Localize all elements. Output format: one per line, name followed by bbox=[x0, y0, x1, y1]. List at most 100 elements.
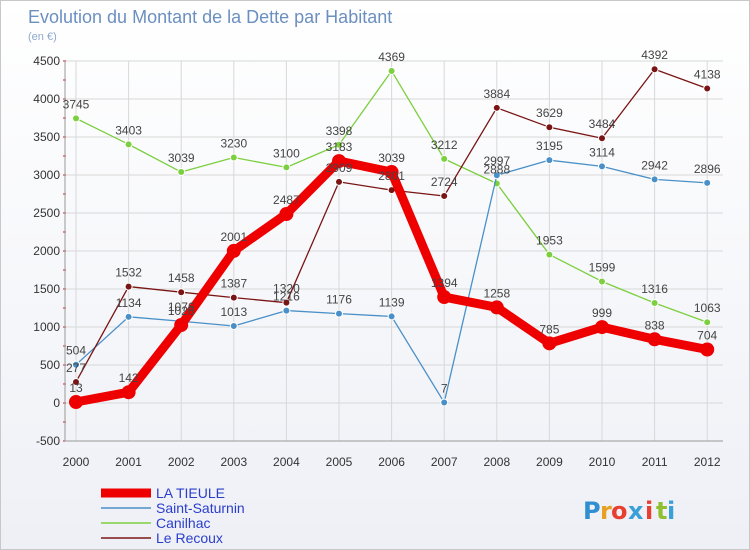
data-label: 1258 bbox=[483, 286, 510, 300]
data-label: 3398 bbox=[326, 124, 353, 138]
data-point bbox=[72, 360, 80, 369]
data-point bbox=[279, 206, 294, 221]
data-point bbox=[595, 320, 609, 335]
data-label: 1063 bbox=[694, 301, 721, 315]
data-label: 4138 bbox=[694, 68, 721, 82]
data-point bbox=[124, 140, 133, 149]
data-point bbox=[489, 300, 504, 315]
legend-label: LA TIEULE bbox=[156, 485, 225, 501]
chart-subtitle: (en €) bbox=[28, 31, 57, 43]
data-label: 13 bbox=[69, 381, 83, 395]
data-label: 142 bbox=[119, 371, 139, 385]
logo-letter: o bbox=[611, 497, 628, 525]
data-point bbox=[598, 277, 606, 286]
data-label: 1076 bbox=[168, 300, 195, 314]
data-label: 3403 bbox=[115, 123, 142, 137]
data-label: 504 bbox=[66, 344, 86, 358]
y-tick-label: 3000 bbox=[33, 168, 60, 182]
data-point bbox=[69, 395, 83, 410]
data-point bbox=[229, 153, 238, 162]
data-label: 2942 bbox=[641, 158, 668, 172]
data-point bbox=[598, 134, 606, 143]
data-point bbox=[72, 114, 80, 123]
logo-letter: r bbox=[600, 497, 612, 525]
data-point bbox=[229, 322, 238, 331]
series-lines bbox=[69, 65, 715, 410]
logo-letter: i bbox=[667, 497, 675, 525]
data-label: 1320 bbox=[273, 282, 300, 296]
data-label: 3212 bbox=[431, 138, 458, 152]
data-point bbox=[177, 168, 186, 177]
data-label: 2997 bbox=[483, 154, 510, 168]
data-label: 1216 bbox=[273, 290, 300, 304]
data-label: 1532 bbox=[115, 266, 142, 280]
axes: -500 0 500 1000 1500 2000 2500 3000 3500 4000 4500… bbox=[33, 54, 723, 469]
data-label: 3039 bbox=[168, 151, 195, 165]
data-point bbox=[545, 156, 554, 165]
data-point bbox=[387, 66, 396, 75]
data-point bbox=[542, 336, 557, 351]
x-tick-label: 2000 bbox=[63, 455, 90, 469]
data-label: 1599 bbox=[589, 260, 616, 274]
data-label: 1013 bbox=[220, 305, 247, 319]
y-tick-label: 500 bbox=[40, 358, 60, 372]
logo-letter: x bbox=[628, 497, 644, 525]
data-point bbox=[700, 342, 715, 357]
data-point bbox=[335, 309, 343, 318]
x-tick-label: 2008 bbox=[483, 455, 510, 469]
data-point bbox=[703, 178, 712, 187]
data-label: 277 bbox=[66, 361, 86, 375]
data-point bbox=[229, 293, 238, 302]
data-label: 838 bbox=[645, 318, 665, 332]
data-label: 1134 bbox=[116, 296, 142, 310]
logo-letter: i bbox=[645, 497, 653, 525]
data-point bbox=[650, 298, 659, 307]
data-label: 3100 bbox=[273, 146, 300, 160]
data-point bbox=[124, 282, 133, 291]
y-tick-label: 1500 bbox=[33, 282, 60, 296]
data-label: 2487 bbox=[273, 193, 300, 207]
data-label: 3884 bbox=[483, 87, 510, 101]
data-label: 2909 bbox=[326, 161, 353, 175]
data-point bbox=[492, 171, 501, 180]
y-tick-label: 0 bbox=[53, 396, 60, 410]
data-point bbox=[703, 318, 712, 327]
y-tick-label: 1000 bbox=[33, 320, 60, 334]
data-label: 1458 bbox=[168, 271, 195, 285]
data-point bbox=[124, 312, 133, 321]
data-label: 3629 bbox=[536, 106, 563, 120]
data-label: 1953 bbox=[536, 234, 563, 248]
data-label: 3230 bbox=[220, 137, 247, 151]
data-label: 785 bbox=[539, 322, 559, 336]
data-label: 1394 bbox=[431, 276, 458, 290]
y-tick-label: -500 bbox=[36, 434, 60, 448]
data-label: 4369 bbox=[378, 50, 405, 64]
y-tick-label: 2000 bbox=[33, 244, 60, 258]
data-label: 4392 bbox=[641, 48, 668, 62]
data-point bbox=[492, 103, 501, 112]
x-tick-label: 2009 bbox=[536, 455, 563, 469]
data-label: 999 bbox=[592, 306, 612, 320]
data-label: 1316 bbox=[641, 282, 668, 296]
data-point bbox=[335, 177, 343, 186]
x-tick-label: 2011 bbox=[642, 455, 668, 469]
data-point bbox=[384, 165, 399, 180]
data-label: 3039 bbox=[378, 151, 405, 165]
data-label: 2801 bbox=[378, 169, 405, 183]
data-label: 3745 bbox=[63, 97, 90, 111]
logo-letter: t bbox=[656, 497, 667, 525]
data-point bbox=[598, 162, 606, 171]
data-labels: 13 142 1026 2001 2487 3183 3039 1394 1258 785 999 8… bbox=[63, 48, 721, 395]
data-point bbox=[387, 312, 396, 321]
x-tick-label: 2007 bbox=[431, 455, 458, 469]
y-tick-label: 3500 bbox=[33, 130, 60, 144]
data-point bbox=[650, 65, 659, 74]
data-point bbox=[282, 306, 291, 315]
data-label: 2724 bbox=[431, 175, 458, 189]
x-tick-label: 2002 bbox=[168, 455, 195, 469]
data-point bbox=[703, 84, 712, 93]
data-point bbox=[332, 154, 346, 169]
